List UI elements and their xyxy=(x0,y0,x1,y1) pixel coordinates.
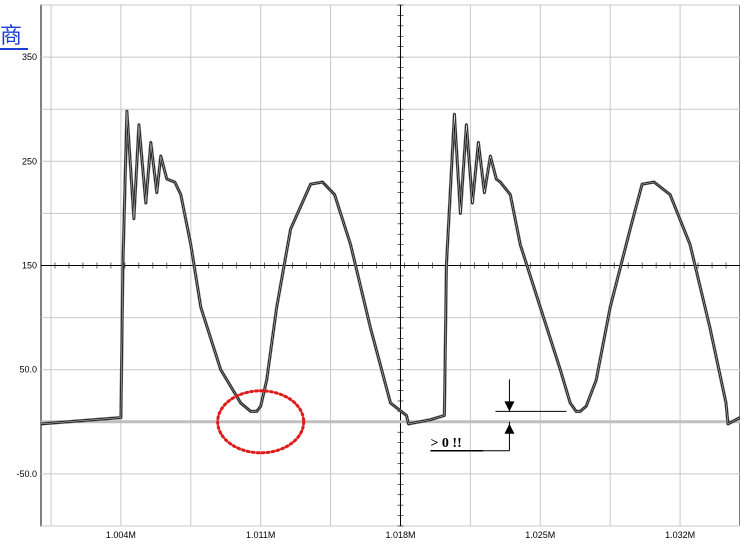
x-tick-label: 1.025M xyxy=(525,530,555,540)
x-tick-label: 1.018M xyxy=(385,530,415,540)
series-line-highlight xyxy=(40,111,740,425)
x-tick-label: 1.032M xyxy=(665,530,695,540)
x-tick-label: 1.011M xyxy=(246,530,275,540)
highlight-ellipse xyxy=(216,389,306,455)
y-tick-label: -50.0 xyxy=(16,469,37,479)
x-tick-label: 1.004M xyxy=(106,530,136,540)
y-tick-label: 350 xyxy=(22,52,37,62)
logo-underline xyxy=(0,48,28,50)
y-tick-label: 50.0 xyxy=(19,365,37,375)
y-tick-label: 150 xyxy=(22,261,37,271)
arrow-down-head xyxy=(504,401,515,412)
annotation-label: > 0 !! xyxy=(430,436,461,451)
logo-glyph: 商 xyxy=(0,24,23,49)
arrow-up-head xyxy=(504,423,515,434)
y-tick-label: 250 xyxy=(22,156,37,166)
